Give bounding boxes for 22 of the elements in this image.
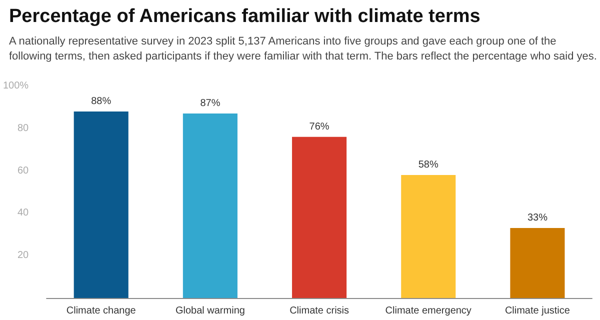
bar [182, 114, 238, 298]
data-label: 33% [527, 212, 548, 224]
data-label: 58% [418, 160, 438, 171]
data-label: 87% [200, 98, 220, 110]
y-tick-label: 40 [17, 208, 30, 219]
bar [74, 111, 128, 298]
chart-title: Percentage of Americans familiar with climate terms [9, 6, 480, 27]
y-tick-label: 60 [17, 165, 30, 176]
x-tick-label: Climate change [66, 306, 136, 316]
y-tick-label: 80 [17, 122, 30, 134]
bar [401, 175, 456, 298]
data-label: 76% [309, 121, 330, 132]
bar [510, 228, 565, 298]
x-tick-label: Climate crisis [290, 306, 350, 316]
chart-subtitle: A nationally representative survey in 2023 split 5,137 Americans into five groups and gave each group one of the following terms, then asked participants if they were familiar with that term. The bars reflect the percentage who said yes. [9, 36, 597, 62]
data-label: 88% [91, 96, 112, 107]
x-tick-label: Global warming [175, 306, 245, 316]
x-tick-label: Climate justice [504, 306, 570, 316]
x-tick-label: Climate emergency [385, 306, 472, 316]
y-tick-label: 100% [3, 80, 29, 92]
y-tick-label: 20 [17, 250, 30, 262]
bar [292, 136, 347, 298]
